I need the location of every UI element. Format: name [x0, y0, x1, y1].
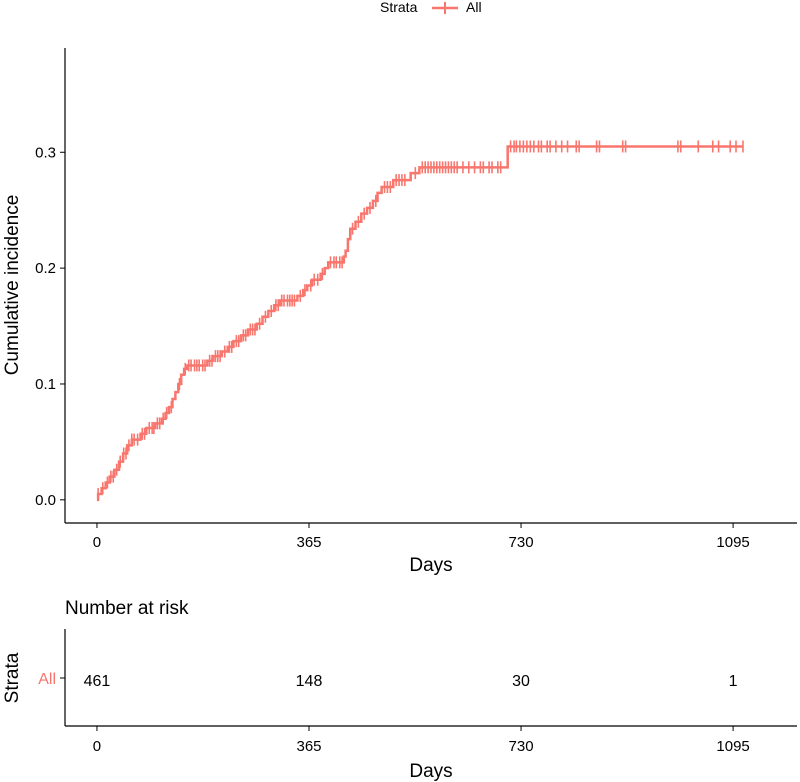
legend-key-all [432, 2, 458, 14]
censor-marks [97, 140, 744, 501]
risk-x-ticks: 0 365 730 1095 [93, 726, 750, 755]
risk-count: 30 [512, 673, 530, 690]
y-tick-label: 0.2 [35, 260, 56, 277]
x-tick-label: 1095 [716, 534, 749, 551]
series-line-all [96, 145, 743, 502]
incidence-plot: 0.0 0.1 0.2 0.3 0 365 730 1095 Cumulative inci… [2, 48, 797, 576]
risk-x-tick-label: 1095 [716, 738, 749, 755]
y-tick-label: 0.1 [35, 376, 56, 393]
risk-count: 461 [84, 673, 111, 690]
risk-x-axis-title: Days [409, 761, 452, 782]
legend-label-all: All [466, 0, 482, 15]
risk-x-tick-label: 365 [296, 738, 321, 755]
risk-x-tick-label: 730 [509, 738, 534, 755]
risk-stratum-label-all: All [38, 671, 56, 688]
risk-counts: 461 148 30 1 [84, 673, 738, 690]
x-tick-label: 730 [509, 534, 534, 551]
x-axis-title: Days [409, 555, 452, 576]
y-ticks: 0.0 0.1 0.2 0.3 [35, 144, 65, 509]
risk-y-axis-title: Strata [2, 652, 23, 703]
x-ticks: 0 365 730 1095 [93, 523, 750, 551]
risk-x-tick-label: 0 [93, 738, 101, 755]
y-axis-title: Cumulative incidence [2, 195, 23, 376]
risk-table: Number at risk Strata All 461 148 30 1 0 365… [2, 598, 797, 782]
y-tick-label: 0.3 [35, 144, 56, 161]
risk-table-title: Number at risk [65, 598, 189, 619]
legend: Strata All [380, 0, 482, 15]
x-tick-label: 0 [93, 534, 101, 551]
risk-count: 148 [296, 673, 323, 690]
y-tick-label: 0.0 [35, 492, 56, 509]
x-tick-label: 365 [296, 534, 321, 551]
legend-title: Strata [380, 0, 418, 15]
risk-count: 1 [729, 673, 738, 690]
